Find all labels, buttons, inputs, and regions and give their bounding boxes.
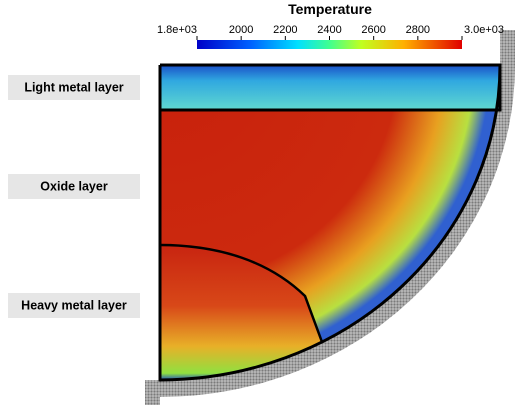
layer-label: Light metal layer <box>24 80 123 94</box>
figure: Temperature Light metal layer Oxide laye… <box>0 0 532 405</box>
colorbar-tick-label: 1.8e+03 <box>157 24 197 36</box>
colorbar-tick-label: 2000 <box>229 24 253 36</box>
colorbar-tick-label: 2200 <box>273 24 297 36</box>
colorbar-tick-label: 2400 <box>317 24 341 36</box>
page: Temperature Light metal layer Oxide laye… <box>0 0 532 405</box>
colorbar-tick-label: 3.0e+03 <box>464 24 504 36</box>
colorbar-tick-label: 2600 <box>361 24 385 36</box>
light-metal-region <box>160 65 500 110</box>
colorbar <box>197 40 462 49</box>
layer-label: Heavy metal layer <box>21 298 127 312</box>
colorbar-title: Temperature <box>288 1 372 17</box>
colorbar-tick-label: 2800 <box>406 24 430 36</box>
layer-label: Oxide layer <box>40 179 108 193</box>
